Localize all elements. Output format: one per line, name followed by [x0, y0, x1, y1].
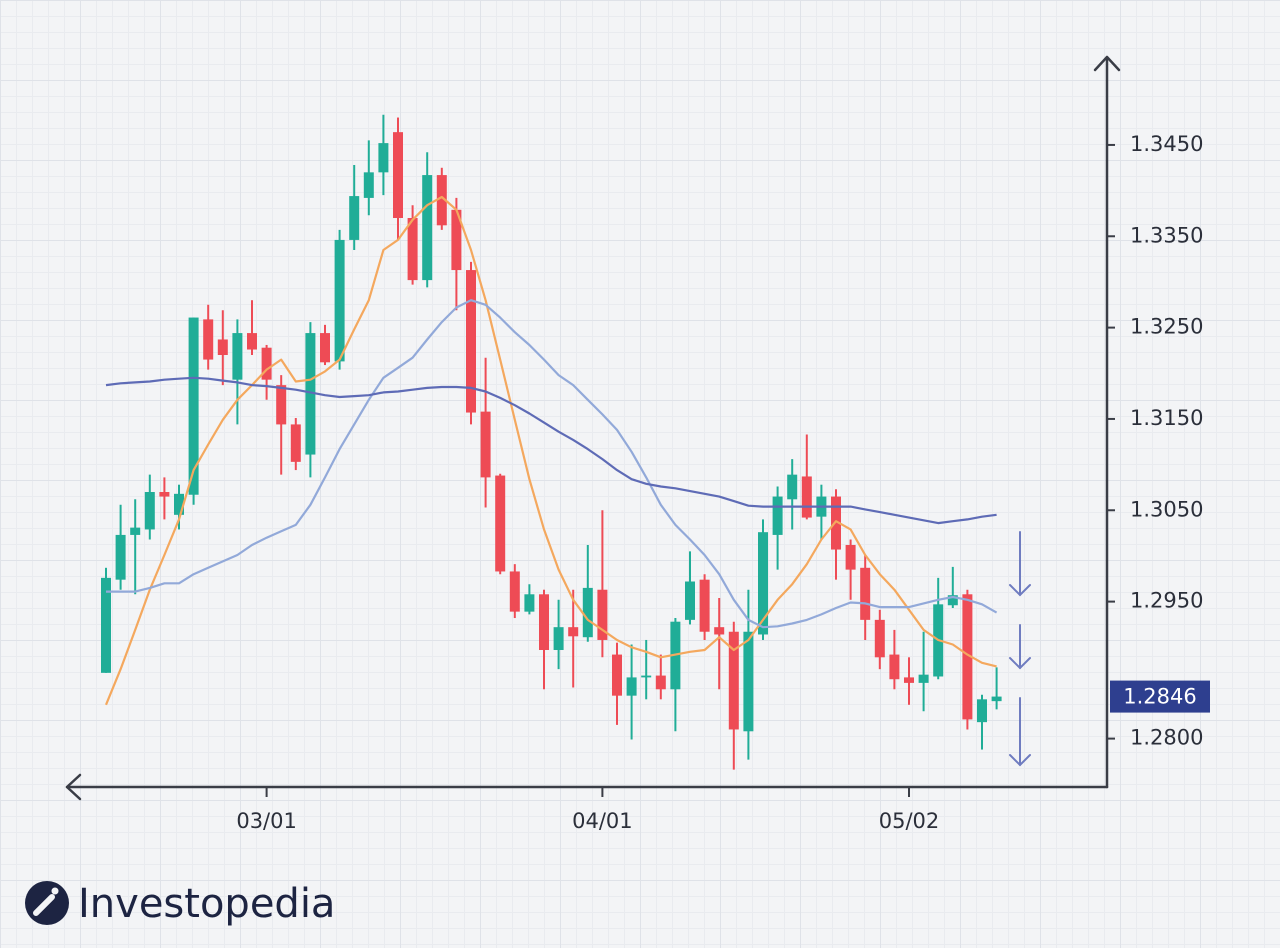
x-tick-label: 05/02 — [879, 809, 940, 833]
candle-body — [874, 619, 885, 658]
candle-body — [174, 493, 184, 515]
candle-body — [115, 534, 126, 580]
y-tick-label: 1.3150 — [1130, 406, 1203, 430]
moving-average-line — [106, 299, 998, 629]
candle-body — [539, 594, 549, 651]
y-tick-label: 1.2950 — [1130, 589, 1203, 613]
x-tick-label: 03/01 — [236, 809, 297, 833]
candle-body — [947, 595, 958, 606]
axes — [65, 55, 1121, 801]
last-price-label: 1.2846 — [1123, 685, 1196, 709]
candle-body — [977, 699, 987, 723]
candle-body — [582, 587, 593, 638]
y-tick-label: 1.3250 — [1130, 315, 1203, 339]
candle-body — [276, 385, 287, 425]
candle-body — [553, 627, 564, 651]
candle-body — [641, 675, 652, 678]
x-tick-label: 04/01 — [572, 809, 633, 833]
candle-body — [743, 631, 754, 732]
candle-body — [261, 347, 272, 380]
candle-body — [860, 567, 871, 620]
candle-body — [407, 218, 418, 281]
candle-body — [334, 239, 345, 362]
candle-body — [509, 571, 520, 612]
candle-body — [699, 579, 710, 632]
candle-body — [728, 631, 739, 730]
candle-body — [831, 496, 841, 550]
candle-body — [101, 577, 111, 673]
candle-body — [422, 175, 433, 281]
candle-body — [393, 132, 403, 219]
candle-body — [612, 654, 622, 696]
candle-body — [144, 491, 155, 530]
candle-body — [962, 594, 973, 720]
logo-dot — [51, 887, 59, 895]
y-tick-label: 1.2800 — [1130, 726, 1203, 750]
candle-body — [363, 172, 374, 198]
candle-body — [480, 411, 491, 478]
candle-body — [568, 627, 579, 637]
candle-body — [349, 196, 360, 240]
last-price-box — [1110, 680, 1210, 713]
moving-average-line — [105, 376, 997, 525]
logo-stroke — [33, 894, 55, 916]
candle-body — [305, 333, 316, 455]
y-axis-arrow — [1093, 55, 1121, 72]
candle-body — [203, 319, 214, 360]
candle-body — [188, 317, 199, 495]
y-tick-label: 1.3450 — [1130, 132, 1203, 156]
logo: Investopedia — [25, 881, 335, 927]
brand: Investopedia — [78, 881, 335, 927]
candle-body — [918, 674, 929, 683]
candle-body — [626, 677, 637, 696]
candle-body — [714, 627, 725, 635]
candle-body — [217, 339, 228, 356]
candle-body — [451, 209, 462, 271]
candle-body — [685, 581, 695, 620]
candle-body — [436, 175, 447, 226]
y-tick-label: 1.3350 — [1130, 223, 1203, 247]
candle-body — [772, 496, 783, 535]
down-arrows — [1009, 531, 1031, 767]
candle-body — [787, 474, 798, 500]
candle-body — [247, 333, 257, 350]
y-tick-label: 1.3050 — [1130, 497, 1203, 521]
candle-body — [801, 476, 812, 518]
candle-body — [130, 527, 141, 535]
candle-body — [378, 143, 389, 173]
candle-body — [991, 696, 1002, 702]
x-axis-arrow — [65, 773, 82, 801]
candle-body — [597, 589, 608, 640]
candle-body — [655, 675, 666, 690]
candle-body — [466, 270, 476, 413]
candles — [101, 114, 1002, 770]
candle-body — [232, 333, 243, 380]
candle-body — [290, 424, 301, 462]
moving-average-line — [104, 195, 997, 706]
candle-body — [159, 491, 170, 497]
candle-body — [524, 594, 535, 612]
candle-body — [904, 677, 914, 683]
candle-body — [320, 333, 330, 363]
candle-body — [889, 654, 900, 680]
candle-body — [845, 544, 856, 570]
candle-body — [495, 475, 506, 572]
candle-body — [758, 532, 768, 635]
